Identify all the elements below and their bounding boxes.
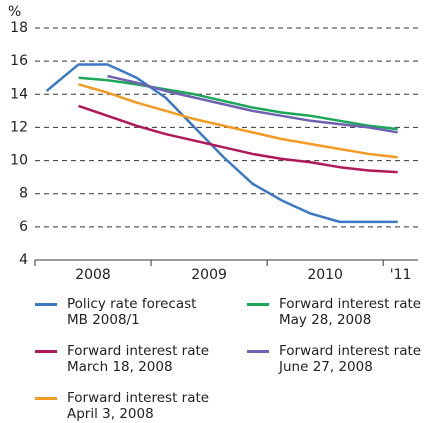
y-tick-label: 6 <box>19 219 28 235</box>
y-tick-label: 14 <box>10 86 28 102</box>
series-line <box>78 104 398 174</box>
y-tick-label: 8 <box>19 186 28 202</box>
y-tick-label: 16 <box>10 53 28 69</box>
x-tick-label: '11 <box>390 267 412 283</box>
series-line <box>45 63 398 224</box>
series-line <box>107 74 398 134</box>
legend-swatch <box>35 350 57 353</box>
y-tick-label: 18 <box>10 20 28 36</box>
y-unit: % <box>8 4 21 20</box>
legend-swatch <box>247 303 269 306</box>
legend-label: Forward interest rate May 28, 2008 <box>279 296 422 328</box>
legend-swatch <box>35 397 57 400</box>
series-line <box>78 83 398 159</box>
legend-swatch <box>35 303 57 306</box>
legend-label: Forward interest rate June 27, 2008 <box>279 343 422 375</box>
legend-label: Forward interest rate March 18, 2008 <box>67 343 210 375</box>
legend-label: Forward interest rate April 3, 2008 <box>67 390 210 422</box>
legend-swatch <box>247 350 269 353</box>
x-tick-label: 2009 <box>191 267 227 283</box>
series-line <box>78 76 398 131</box>
x-tick-label: 2008 <box>75 267 111 283</box>
x-tick-label: 2010 <box>307 267 343 283</box>
y-tick-label: 10 <box>10 153 28 169</box>
legend-label: Policy rate forecast MB 2008/1 <box>67 296 197 328</box>
y-tick-label: 4 <box>19 252 28 268</box>
y-tick-label: 12 <box>10 119 28 135</box>
